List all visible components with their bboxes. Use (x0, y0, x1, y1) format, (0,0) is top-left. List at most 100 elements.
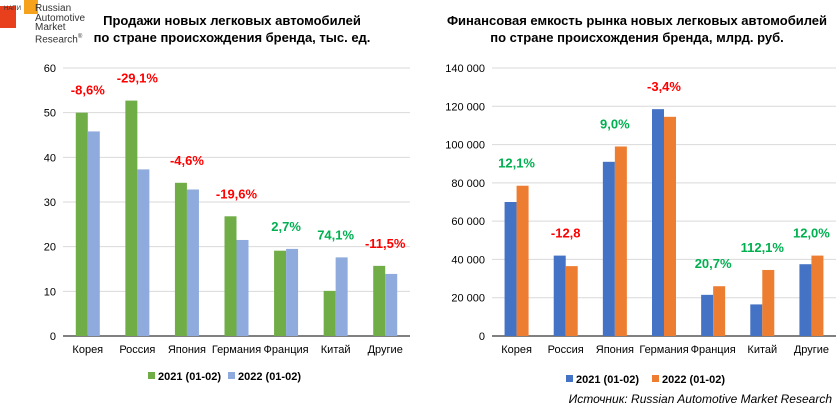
bar-2021 (224, 216, 237, 336)
y-tick-label: 60 000 (451, 216, 485, 228)
category-label: Китай (747, 344, 777, 356)
y-tick-label: 0 (50, 331, 56, 343)
bar-2021 (125, 100, 138, 337)
logo-line-3: Market (35, 22, 66, 33)
category-label: Россия (548, 344, 584, 356)
category-label: Япония (596, 344, 634, 356)
change-label: -12,8 (551, 226, 581, 241)
chart1-legend-swatch-2021 (148, 372, 155, 379)
chart1-plot: 0 10 20 30 40 50 60 -8,6% Корея -29,1% Россия -4,6%… (44, 63, 410, 356)
y-tick-label: 120 000 (445, 101, 485, 113)
bar-2022 (762, 269, 775, 336)
bar-2022 (87, 131, 100, 336)
logo-line-4: Research® (35, 33, 95, 45)
logo-line-4-text: Research (35, 33, 78, 45)
change-label: -3,4% (647, 79, 681, 94)
category-label: Япония (168, 344, 206, 356)
bar-2021 (504, 202, 517, 336)
chart2-legend-label-2021: 2021 (01-02) (576, 374, 639, 386)
change-label: 12,1% (498, 156, 535, 171)
bar-2022 (664, 116, 676, 336)
y-tick-label: 140 000 (445, 63, 485, 75)
chart2-title-line1: Финансовая емкость рынка новых легковых … (447, 13, 827, 28)
y-tick-label: 30 (44, 197, 56, 209)
chart1-title-line1: Продажи новых легковых автомобилей (103, 13, 361, 28)
chart1-legend-label-2021: 2021 (01-02) (158, 371, 221, 383)
bar-2022 (565, 266, 578, 336)
logo-line-2: Automotive (35, 12, 86, 24)
chart2-legend-swatch-2022 (652, 375, 659, 382)
category-label: Франция (264, 344, 309, 356)
logo-text: Russian Automotive Market Research® (35, 3, 95, 45)
bar-2021 (750, 304, 763, 336)
category-label: Германия (639, 344, 688, 356)
change-label: -19,6% (216, 186, 258, 201)
category-label: Корея (501, 344, 532, 356)
bar-2021 (602, 161, 615, 336)
bar-2022 (614, 146, 627, 336)
chart2-legend: 2021 (01-02) 2022 (01-02) (566, 374, 725, 386)
category-label: Другие (794, 344, 829, 356)
chart1-legend: 2021 (01-02) 2022 (01-02) (148, 371, 301, 383)
change-label: 2,7% (271, 219, 301, 234)
logo-registered-mark: ® (77, 33, 83, 40)
chart1-legend-swatch-2022 (228, 372, 235, 379)
bar-2022 (713, 286, 726, 336)
y-tick-label: 20 (44, 242, 56, 254)
y-tick-label: 50 (44, 108, 56, 120)
logo-abbr: НАПИ (4, 6, 21, 12)
category-label: Китай (321, 344, 351, 356)
chart2-legend-label-2022: 2022 (01-02) (662, 374, 725, 386)
y-tick-label: 40 000 (451, 254, 485, 266)
logo-orange-square (24, 0, 38, 14)
y-tick-label: 20 000 (451, 293, 485, 305)
change-label: 20,7% (695, 256, 732, 271)
change-label: -4,6% (170, 153, 204, 168)
change-label: 12,0% (793, 226, 830, 241)
y-tick-label: 0 (479, 331, 485, 343)
chart2-legend-swatch-2021 (566, 375, 573, 382)
bar-2022 (385, 273, 398, 336)
bar-2021 (323, 290, 336, 336)
change-label: -29,1% (117, 71, 159, 86)
change-label: -11,5% (365, 236, 406, 251)
bar-2022 (516, 185, 529, 336)
bar-2022 (335, 257, 348, 336)
chart2-title-line2: по стране происхождения бренда, млрд. ру… (490, 30, 783, 45)
chart1-legend-label-2022: 2022 (01-02) (238, 371, 301, 383)
y-tick-label: 40 (44, 152, 56, 164)
category-label: Франция (691, 344, 736, 356)
source-caption: Источник: Russian Automotive Market Rese… (568, 392, 832, 406)
category-label: Корея (72, 344, 103, 356)
bar-2022 (286, 248, 299, 336)
chart2-plot: 0 20 000 40 000 60 000 80 000 100 000 120 000 1… (445, 63, 836, 356)
bar-2021 (652, 109, 664, 337)
bar-2021 (75, 112, 88, 337)
change-label: 112,1% (741, 240, 785, 255)
bar-2021 (274, 250, 287, 336)
y-tick-label: 100 000 (445, 140, 485, 152)
chart1-title-line2: по стране происхождения бренда, тыс. ед. (94, 30, 371, 45)
category-label: Другие (368, 344, 403, 356)
bar-2021 (373, 265, 386, 336)
change-label: 74,1% (317, 227, 354, 242)
bar-2021 (701, 294, 714, 336)
category-label: Россия (119, 344, 155, 356)
logo-line-1: Russian (35, 3, 72, 14)
bar-2022 (186, 189, 199, 336)
bar-2021 (174, 182, 187, 336)
change-label: -8,6% (71, 83, 105, 98)
bar-2021 (553, 255, 566, 336)
bar-2022 (137, 169, 150, 336)
category-label: Германия (212, 344, 261, 356)
y-tick-label: 80 000 (451, 178, 485, 190)
bar-2022 (236, 239, 249, 336)
change-label: 9,0% (600, 116, 630, 131)
bar-2021 (799, 264, 812, 336)
y-tick-label: 10 (44, 286, 56, 298)
y-tick-label: 60 (44, 63, 56, 75)
bar-2022 (811, 255, 824, 336)
logo-red-square (0, 6, 16, 28)
rusautomarket-logo: НАПИ Russian Automotive Market Research® (0, 0, 85, 60)
